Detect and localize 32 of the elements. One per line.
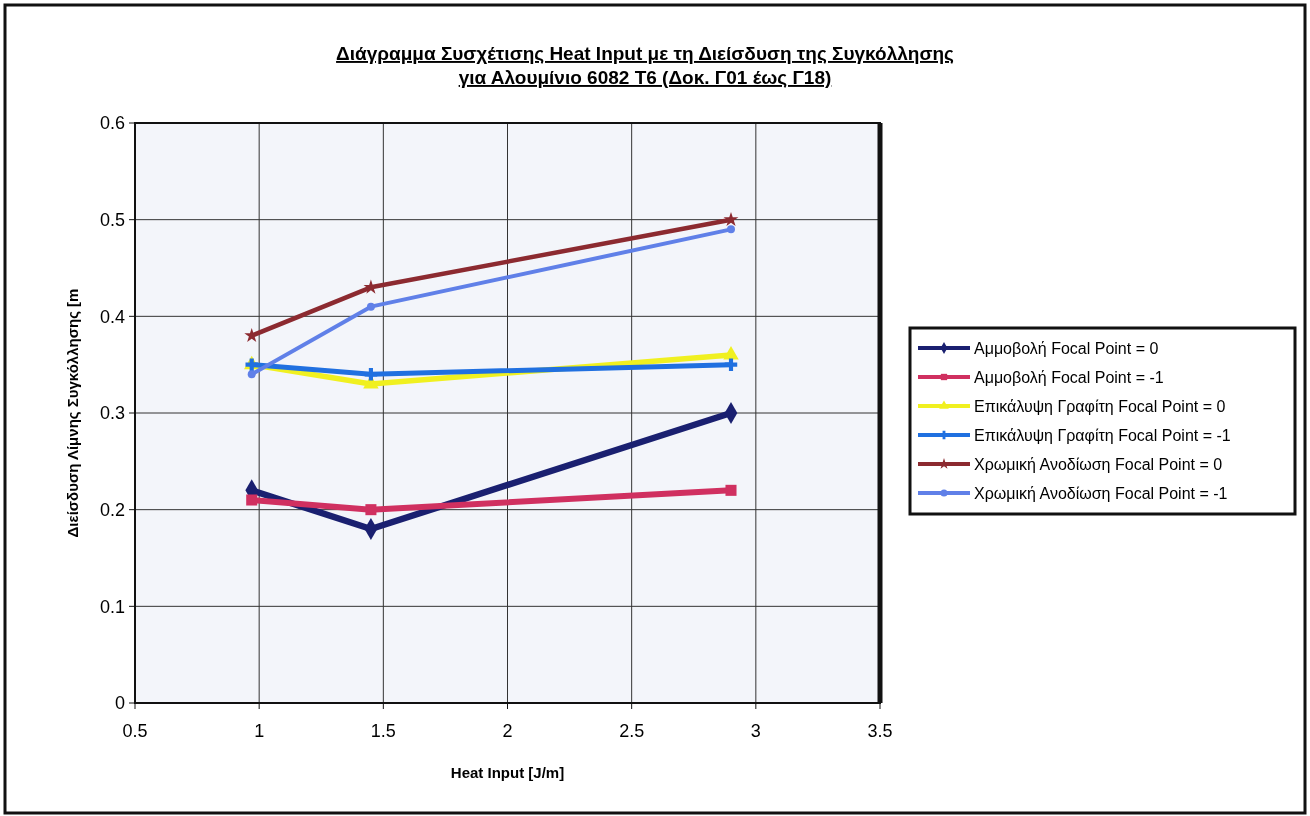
y-axis-title: Διείσδυση Λίμνης Συγκόλλησης [m [64, 288, 81, 538]
y-tick-label: 0.4 [99, 306, 125, 327]
chart-title: Διάγραμμα Συσχέτισης Heat Input με τη Διείσδυση της Συγκόλλησης για Αλουμίνιο 6082 T6 (Δοκ. Γ01 έως Γ18) [336, 43, 955, 88]
point [365, 504, 377, 516]
x-axis-title: Heat Input [J/m] [450, 764, 565, 781]
point [725, 484, 737, 496]
x-tick-label: 3 [750, 721, 761, 741]
point [724, 358, 738, 371]
legend-label: Αμμοβολή Focal Point = 0 [974, 339, 1159, 357]
x-tick-label: 1 [254, 721, 265, 741]
x-tick-label: 2 [502, 721, 513, 741]
point [727, 225, 735, 234]
y-tick-label: 0.3 [99, 403, 125, 424]
y-tick-label: 0.2 [99, 499, 125, 520]
point [366, 302, 375, 311]
y-tick-label: 0.6 [99, 113, 125, 134]
y-tick-label: 0 [114, 693, 125, 714]
y-tick-label: 0.1 [99, 596, 125, 617]
legend-label: Χρωμική Ανοδίωση Focal Point = -1 [974, 484, 1228, 502]
legend-label: Χρωμική Ανοδίωση Focal Point = 0 [974, 455, 1223, 473]
x-tick-label: 2.5 [619, 721, 645, 741]
x-tick-label: 3.5 [867, 721, 893, 741]
legend-label: Αμμοβολή Focal Point = -1 [974, 368, 1164, 386]
y-tick-label: 0.5 [99, 209, 125, 230]
x-tick-label: 1.5 [370, 721, 396, 741]
point [723, 211, 739, 226]
legend-label: Επικάλυψη Γραφίτη Focal Point = -1 [974, 426, 1231, 444]
point [364, 368, 378, 381]
point [247, 370, 256, 379]
point [246, 494, 258, 506]
x-tick-label: 0.5 [122, 721, 148, 741]
legend-label: Επικάλυψη Γραφίτη Focal Point = 0 [974, 397, 1226, 415]
